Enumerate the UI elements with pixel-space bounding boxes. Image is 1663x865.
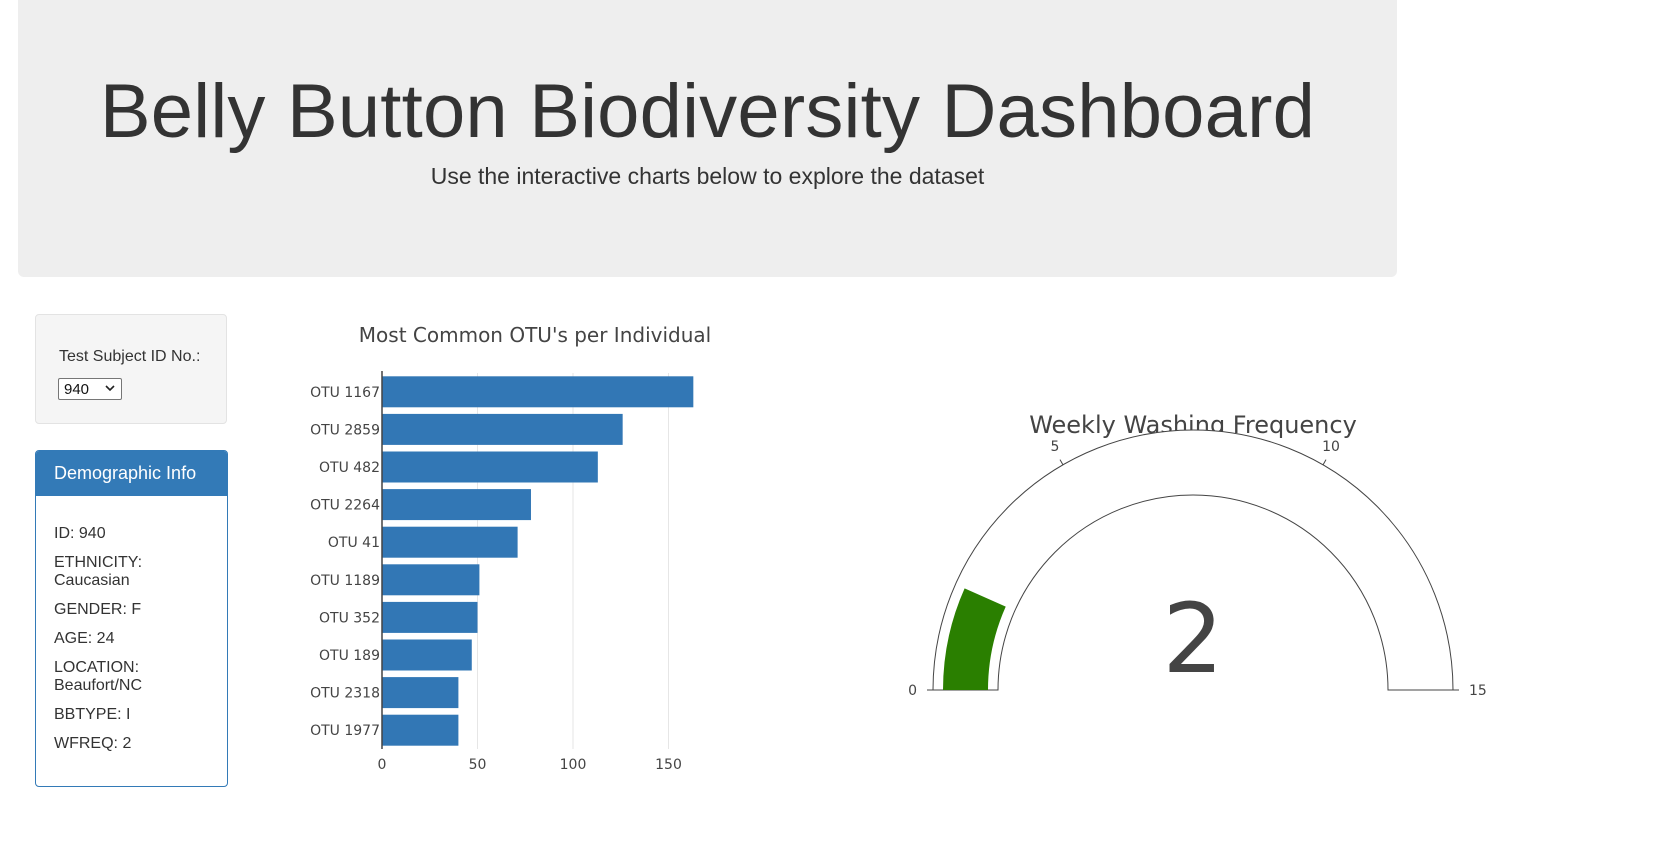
subject-id-label: Test Subject ID No.: xyxy=(59,348,201,365)
otu-bar[interactable] xyxy=(382,639,472,671)
demographic-panel: Demographic Info ID: 940 ETHNICITY: Cauca… xyxy=(35,450,228,787)
otu-bar[interactable] xyxy=(382,564,480,596)
y-tick-label: OTU 1977 xyxy=(310,723,380,739)
y-tick-label: OTU 352 xyxy=(319,610,380,626)
gauge-tick-label: 0 xyxy=(908,683,917,699)
y-tick-label: OTU 2859 xyxy=(310,422,380,438)
subject-id-value: 940 xyxy=(64,381,90,398)
x-tick-label: 50 xyxy=(469,757,487,773)
gauge-tick-label: 5 xyxy=(1051,439,1060,455)
otu-bar[interactable] xyxy=(382,413,623,445)
page-subtitle: Use the interactive charts below to expl… xyxy=(430,163,985,189)
gauge-tick xyxy=(1322,459,1327,466)
demographic-item: ETHNICITY: Caucasian xyxy=(54,554,143,589)
y-tick-label: OTU 1167 xyxy=(310,385,380,401)
page-title: Belly Button Biodiversity Dashboard xyxy=(99,69,1316,154)
otu-bar[interactable] xyxy=(382,677,459,709)
otu-bar[interactable] xyxy=(382,526,518,558)
otu-bar[interactable] xyxy=(382,489,531,521)
gauge-tick-label: 10 xyxy=(1322,439,1340,455)
demographic-item: AGE: 24 xyxy=(54,630,115,647)
y-tick-label: OTU 2318 xyxy=(310,686,380,702)
demographic-heading: Demographic Info xyxy=(36,451,227,496)
y-tick-label: OTU 41 xyxy=(328,535,380,551)
gauge-track xyxy=(932,429,1454,691)
otu-bar[interactable] xyxy=(382,376,694,408)
demographic-item: LOCATION: Beaufort/NC xyxy=(54,659,143,694)
x-tick-label: 100 xyxy=(560,757,587,773)
chevron-down-icon xyxy=(105,385,115,392)
gauge-tick-label: 15 xyxy=(1469,683,1487,699)
subject-id-select[interactable]: 940 xyxy=(58,378,122,400)
demographic-item: BBTYPE: I xyxy=(54,706,131,723)
y-tick-label: OTU 482 xyxy=(319,460,380,476)
y-tick-label: OTU 1189 xyxy=(310,573,380,589)
demographic-item: ID: 940 xyxy=(54,525,106,542)
otu-bar[interactable] xyxy=(382,451,598,483)
x-tick-label: 0 xyxy=(378,757,387,773)
gauge-tick xyxy=(1059,459,1064,466)
selector-well: Test Subject ID No.: xyxy=(35,314,227,424)
demographic-item: WFREQ: 2 xyxy=(54,735,132,752)
otu-bar[interactable] xyxy=(382,601,478,633)
gauge-value-text: 2 xyxy=(1162,583,1223,695)
bar-chart-title: Most Common OTU's per Individual xyxy=(359,323,711,347)
gauge-value-bar xyxy=(943,588,1006,690)
header-jumbotron: Belly Button Biodiversity Dashboard Use … xyxy=(18,0,1397,277)
demographic-item: GENDER: F xyxy=(54,601,142,618)
y-tick-label: OTU 2264 xyxy=(310,498,380,514)
y-tick-label: OTU 189 xyxy=(319,648,380,664)
demographic-body: ID: 940 ETHNICITY: Caucasian GENDER: F AGE:… xyxy=(54,525,219,764)
x-tick-label: 150 xyxy=(655,757,682,773)
otu-bar-chart: Most Common OTU's per Individual 0 50 100 15… xyxy=(310,323,711,773)
otu-bar[interactable] xyxy=(382,714,459,746)
